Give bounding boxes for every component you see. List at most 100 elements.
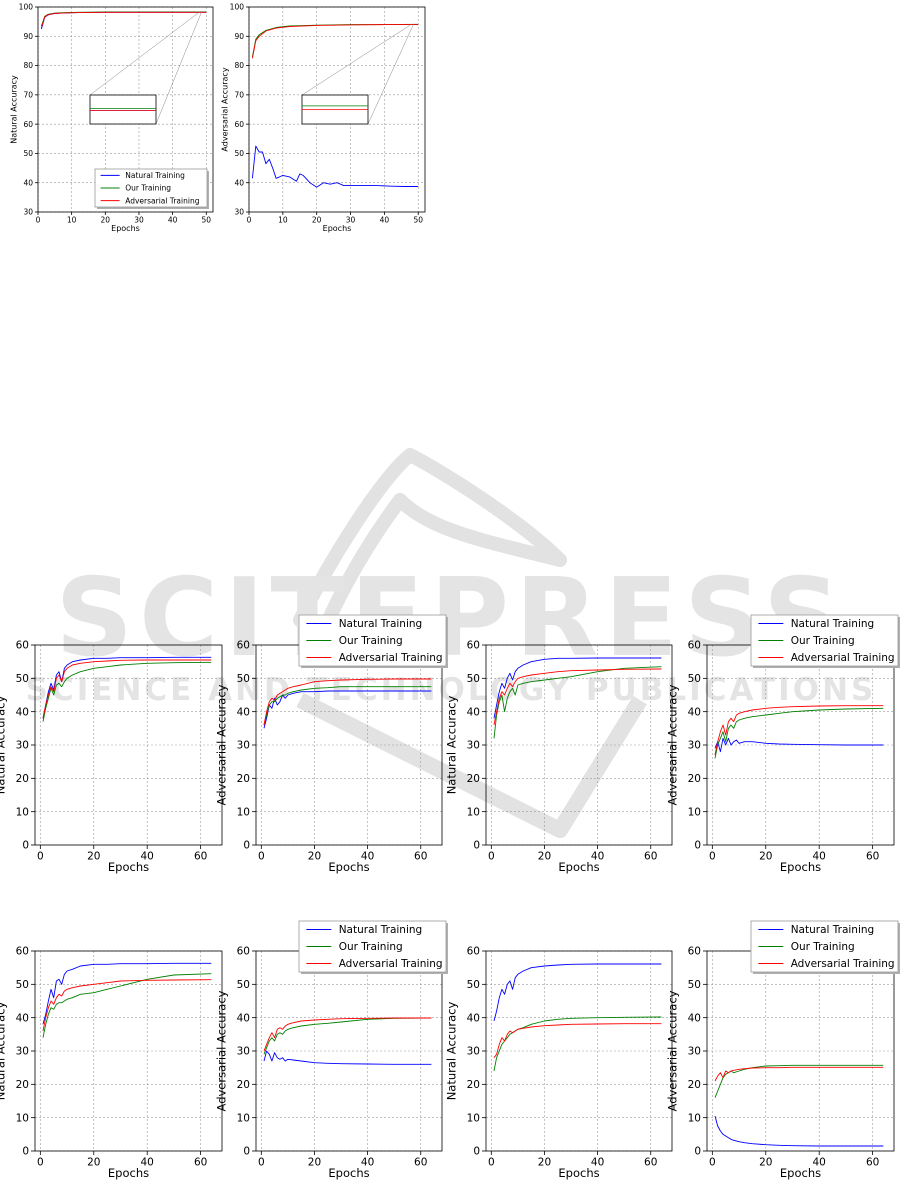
x-tick-label: 30 [134,216,144,225]
x-tick-label: 40 [361,1157,374,1169]
y-tick-label: 10 [16,1112,29,1124]
series-line [263,686,432,726]
y-tick-label: 60 [237,946,250,958]
series-line [42,659,212,719]
x-tick-label: 60 [866,1157,879,1169]
legend-label: Our Training [339,941,403,953]
x-tick-label: 0 [488,851,495,863]
legend-label: Natural Training [339,618,423,630]
x-tick-label: 20 [538,851,551,863]
y-tick-label: 40 [688,706,701,718]
legend-label: Our Training [125,184,171,193]
x-tick-label: 40 [380,216,390,225]
x-tick-label: 20 [312,216,322,225]
chart-0: 30 40 50 60 70 80 90 100 0 10 20 30 40 50 Epochs Natura… [9,3,214,233]
y-tick-label: 60 [688,946,701,958]
y-tick-label: 30 [467,740,480,752]
legend: Natural Training Our Training Adversarial … [94,168,209,209]
series-line [714,1064,884,1098]
y-tick-label: 50 [467,979,480,991]
x-tick-label: 20 [308,851,321,863]
x-tick-label: 60 [644,851,657,863]
legend-label: Natural Training [125,171,185,180]
y-tick-label: 30 [688,1046,701,1058]
x-axis-label: Epochs [328,860,369,874]
y-tick-label: 40 [237,706,250,718]
legend: Natural Training Our Training Adversarial … [298,920,448,974]
y-tick-label: 0 [694,1146,701,1158]
y-tick-label: 80 [234,61,244,70]
y-tick-label: 40 [234,178,244,187]
y-axis-label: Adversarial Accuracy [215,684,229,805]
series-line [263,1017,432,1052]
x-tick-label: 20 [308,1157,321,1169]
y-tick-label: 30 [237,740,250,752]
y-tick-label: 20 [688,1079,701,1091]
x-tick-label: 0 [247,216,252,225]
x-axis-label: Epochs [323,224,352,233]
axes-frame [37,6,214,213]
series-line [714,737,884,753]
x-tick-label: 20 [101,216,111,225]
y-tick-label: 40 [16,706,29,718]
y-axis-label: Natural Accuracy [0,696,8,795]
x-axis-label: Epochs [108,860,149,874]
chart-4: 0 10 20 30 40 50 60 0 20 40 60 Epochs Natural Accura… [445,640,673,874]
series-line [493,668,662,726]
x-tick-label: 40 [168,216,178,225]
x-tick-label: 40 [141,851,154,863]
legend-label: Our Training [791,635,855,647]
y-tick-label: 60 [234,120,244,129]
y-tick-label: 40 [16,1012,29,1024]
inset-connector [301,24,412,96]
x-tick-label: 40 [813,851,826,863]
inset-connector [89,11,200,96]
series-line [42,979,212,1032]
y-axis-label: Adversarial Accuracy [666,990,680,1111]
chart-8: 0 10 20 30 40 50 60 0 20 40 60 Epochs Natural Accura… [445,946,673,1180]
y-tick-label: 60 [16,640,29,652]
chart-6: 0 10 20 30 40 50 60 0 20 40 60 Epochs Natural Accura… [0,946,223,1180]
chart-2: 0 10 20 30 40 50 60 0 20 40 60 Epochs Natural Accura… [0,640,223,874]
series-line [251,23,419,57]
x-tick-label: 40 [591,1157,604,1169]
y-tick-label: 50 [467,673,480,685]
y-tick-label: 100 [19,3,34,12]
x-tick-label: 0 [709,851,716,863]
y-tick-label: 30 [237,1046,250,1058]
y-tick-label: 40 [237,1012,250,1024]
x-axis-label: Epochs [558,860,599,874]
y-tick-label: 20 [237,773,250,785]
y-tick-label: 60 [16,946,29,958]
y-tick-label: 50 [688,979,701,991]
series-line [263,678,432,726]
y-axis-label: Adversarial Accuracy [215,990,229,1111]
y-tick-label: 20 [16,1079,29,1091]
x-axis-label: Epochs [111,224,140,233]
y-tick-label: 40 [688,1012,701,1024]
series-line [493,1023,662,1058]
legend-label: Our Training [339,635,403,647]
y-tick-label: 60 [467,640,480,652]
inset-box [89,94,157,125]
inset-connector [155,11,202,125]
y-tick-label: 10 [237,806,250,818]
legend-label: Adversarial Training [339,958,443,970]
x-tick-label: 10 [67,216,77,225]
x-tick-label: 60 [194,1157,207,1169]
series-line [42,661,212,722]
y-tick-label: 10 [16,806,29,818]
x-tick-label: 20 [538,1157,551,1169]
y-axis-label: Adversarial Accuracy [666,684,680,805]
y-tick-label: 70 [234,90,244,99]
series-line [42,962,212,1025]
y-axis-label: Natural Accuracy [445,696,459,795]
y-tick-label: 30 [16,1046,29,1058]
y-tick-label: 90 [234,32,244,41]
series-line [40,11,207,27]
legend-label: Adversarial Training [791,652,895,664]
y-tick-label: 0 [694,840,701,852]
x-tick-label: 40 [361,851,374,863]
y-tick-label: 10 [688,806,701,818]
